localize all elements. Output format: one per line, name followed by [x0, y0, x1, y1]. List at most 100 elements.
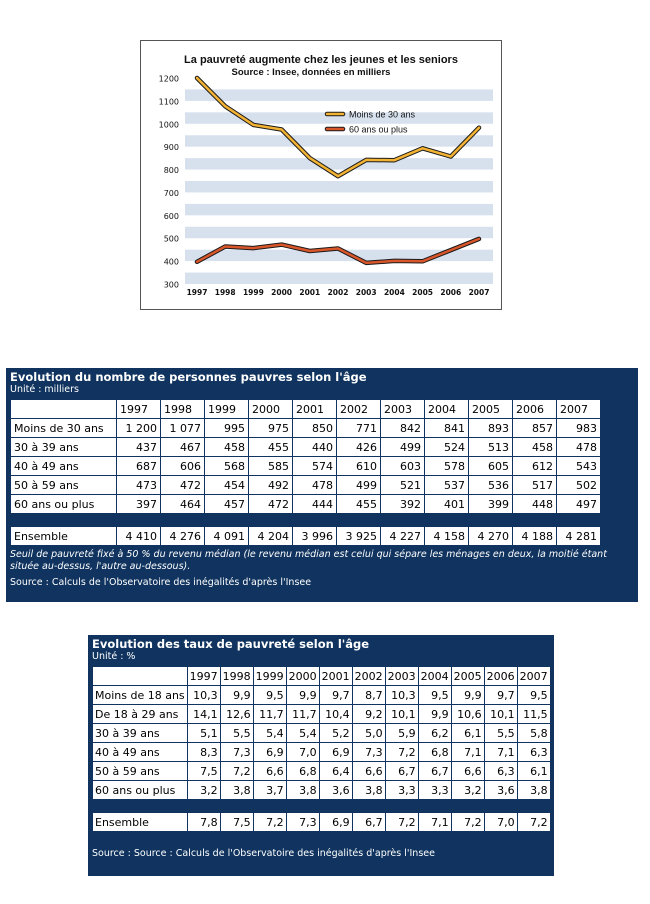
table-cell: 9,9	[451, 686, 484, 704]
table-cell: 7,1	[484, 743, 517, 761]
chart-subtitle: Source : Insee, données en milliers	[232, 67, 391, 78]
x-tick-label: 2001	[299, 288, 320, 297]
table-cell: 9,2	[352, 705, 385, 723]
y-tick-label: 800	[164, 166, 179, 175]
table-cell: 537	[425, 476, 468, 494]
y-tick-label: 700	[164, 189, 179, 198]
table-cell: 426	[337, 438, 380, 456]
y-tick-label: 1000	[159, 120, 179, 129]
table-cell: 1 077	[161, 419, 204, 437]
y-tick-label: 1200	[159, 75, 179, 84]
row-label: 60 ans ou plus	[93, 781, 187, 799]
year-header: 2000	[286, 667, 319, 685]
table-cell: 517	[513, 476, 556, 494]
table-row: Moins de 30 ans 1 200 1 077 995 975 850 771 842…	[11, 419, 600, 437]
table-cell: 401	[425, 495, 468, 513]
year-header: 1998	[161, 400, 204, 418]
table-cell: 7,2	[451, 813, 484, 831]
table-cell: 3,8	[286, 781, 319, 799]
chart-canvas: 300 400 500 600 700 800 900 1000 1100 1200 1997 199…	[159, 54, 493, 297]
table-cell: 7,3	[220, 743, 253, 761]
table-cell: 7,0	[286, 743, 319, 761]
year-header: 1998	[220, 667, 253, 685]
table-cell: 6,1	[451, 724, 484, 742]
table-cell: 6,6	[253, 762, 286, 780]
table-cell: 499	[337, 476, 380, 494]
table-cell: 975	[249, 419, 292, 437]
table-cell: 497	[557, 495, 600, 513]
table-cell: 458	[513, 438, 556, 456]
row-label: 30 à 39 ans	[93, 724, 187, 742]
grid-band	[185, 272, 493, 284]
table-cell: 6,7	[385, 762, 418, 780]
grid-band	[185, 89, 493, 101]
spacer-cell	[93, 800, 550, 812]
data-point	[308, 250, 311, 252]
table-cell: 9,5	[253, 686, 286, 704]
total-row: Ensemble 4 410 4 276 4 091 4 204 3 996 3 925 4 …	[11, 527, 600, 545]
table-cell: 7,2	[385, 743, 418, 761]
x-tick-label: 1998	[215, 288, 236, 297]
spacer-cell	[11, 514, 600, 526]
table-header-row: 1997 1998 1999 2000 2001 2002 2003 2004 2005 2006…	[93, 667, 550, 685]
table-cell: 7,5	[187, 762, 220, 780]
table-cell: 3,6	[319, 781, 352, 799]
table-cell: 6,6	[352, 762, 385, 780]
data-point	[478, 237, 480, 240]
grid-band	[185, 249, 493, 262]
table-cell: 499	[381, 438, 424, 456]
spacer-row	[93, 800, 550, 812]
x-tick-label: 2005	[412, 288, 433, 297]
grid-band	[185, 158, 493, 170]
year-header: 2001	[293, 400, 336, 418]
row-label: 60 ans ou plus	[11, 495, 116, 513]
table-cell: 444	[293, 495, 336, 513]
table-cell: 543	[557, 457, 600, 475]
table-cell: 603	[381, 457, 424, 475]
table-cell: 6,3	[484, 762, 517, 780]
table-poverty-rate: Evolution des taux de pauvreté selon l'â…	[88, 635, 554, 876]
table-cell: 10,1	[484, 705, 517, 723]
table-cell: 5,2	[319, 724, 352, 742]
year-header: 2003	[381, 400, 424, 418]
x-tick-label: 2003	[356, 288, 377, 297]
y-tick-label: 1100	[159, 97, 179, 106]
row-label: Ensemble	[11, 527, 116, 545]
table-cell: 10,6	[451, 705, 484, 723]
table-cell: 454	[205, 476, 248, 494]
y-tick-label: 900	[164, 143, 179, 152]
table-cell: 7,2	[385, 813, 418, 831]
y-tick-label: 600	[164, 212, 179, 221]
table-cell: 893	[469, 419, 512, 437]
grid-band	[185, 135, 493, 147]
table-cell: 7,2	[253, 813, 286, 831]
year-header: 1997	[117, 400, 160, 418]
table-cell: 8,3	[187, 743, 220, 761]
table-cell: 464	[161, 495, 204, 513]
table-cell: 7,0	[484, 813, 517, 831]
legend-label: Moins de 30 ans	[349, 110, 416, 120]
table-cell: 5,5	[484, 724, 517, 742]
table-cell: 3,7	[253, 781, 286, 799]
data-point	[421, 147, 424, 150]
table-cell: 524	[425, 438, 468, 456]
grid-band	[185, 181, 493, 193]
data-point	[337, 175, 339, 178]
table-cell: 842	[381, 419, 424, 437]
year-header: 2004	[418, 667, 451, 685]
table-title: Evolution du nombre de personnes pauvres…	[10, 370, 367, 384]
table-cell: 9,7	[319, 686, 352, 704]
table-source: Source : Calculs de l'Observatoire des i…	[10, 577, 312, 588]
grid-band	[185, 226, 493, 239]
year-header: 2006	[484, 667, 517, 685]
table-cell: 771	[337, 419, 380, 437]
table-cell: 5,9	[385, 724, 418, 742]
row-label: 30 à 39 ans	[11, 438, 116, 456]
table-unit: Unité : %	[92, 651, 136, 662]
year-header: 2005	[469, 400, 512, 418]
table-cell: 521	[381, 476, 424, 494]
x-tick-label: 2000	[271, 288, 292, 297]
table-row: 30 à 39 ans 437 467 458 455 440 426 499 524 513 45…	[11, 438, 600, 456]
table-cell: 4 281	[557, 527, 600, 545]
table-row: 60 ans ou plus 3,2 3,8 3,7 3,8 3,6 3,8 3,3 3,3 3,…	[93, 781, 550, 799]
